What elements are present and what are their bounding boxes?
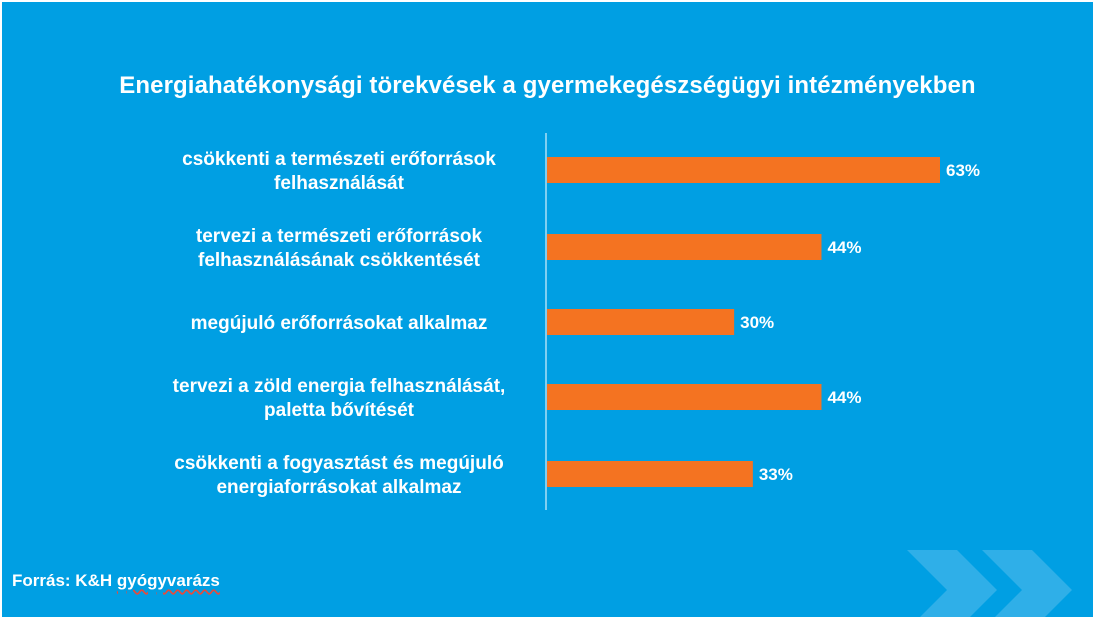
bar-2 bbox=[547, 309, 735, 335]
value-label-3: 44% bbox=[827, 388, 861, 407]
category-label-0-0: csökkenti a természeti erőforrások bbox=[182, 149, 496, 170]
value-label-0: 63% bbox=[946, 161, 980, 180]
source-brand: gyógyvarázs bbox=[116, 571, 220, 590]
category-label-3-0: tervezi a zöld energia felhasználását, bbox=[173, 376, 506, 397]
value-label-4: 33% bbox=[759, 465, 793, 484]
category-label-1-0: tervezi a természeti erőforrások bbox=[196, 226, 483, 247]
value-label-1: 44% bbox=[827, 238, 861, 257]
bar-4 bbox=[547, 461, 753, 487]
category-label-3-1: paletta bővítését bbox=[264, 400, 415, 421]
source-note: Forrás: K&H gyógyvarázs bbox=[12, 571, 220, 591]
chart-title: Energiahatékonysági törekvések a gyermek… bbox=[119, 72, 976, 99]
bar-3 bbox=[547, 384, 822, 410]
value-label-2: 30% bbox=[740, 313, 774, 332]
bar-1 bbox=[547, 234, 822, 260]
bar-0 bbox=[547, 157, 940, 183]
category-label-1-1: felhasználásának csökkentését bbox=[198, 250, 481, 271]
category-label-4-1: energiaforrásokat alkalmaz bbox=[216, 477, 461, 498]
category-label-4-0: csökkenti a fogyasztást és megújuló bbox=[174, 453, 503, 474]
category-label-0-1: felhasználását bbox=[274, 173, 405, 194]
source-prefix: Forrás: K&H bbox=[12, 571, 117, 590]
category-label-2-0: megújuló erőforrásokat alkalmaz bbox=[191, 313, 488, 334]
